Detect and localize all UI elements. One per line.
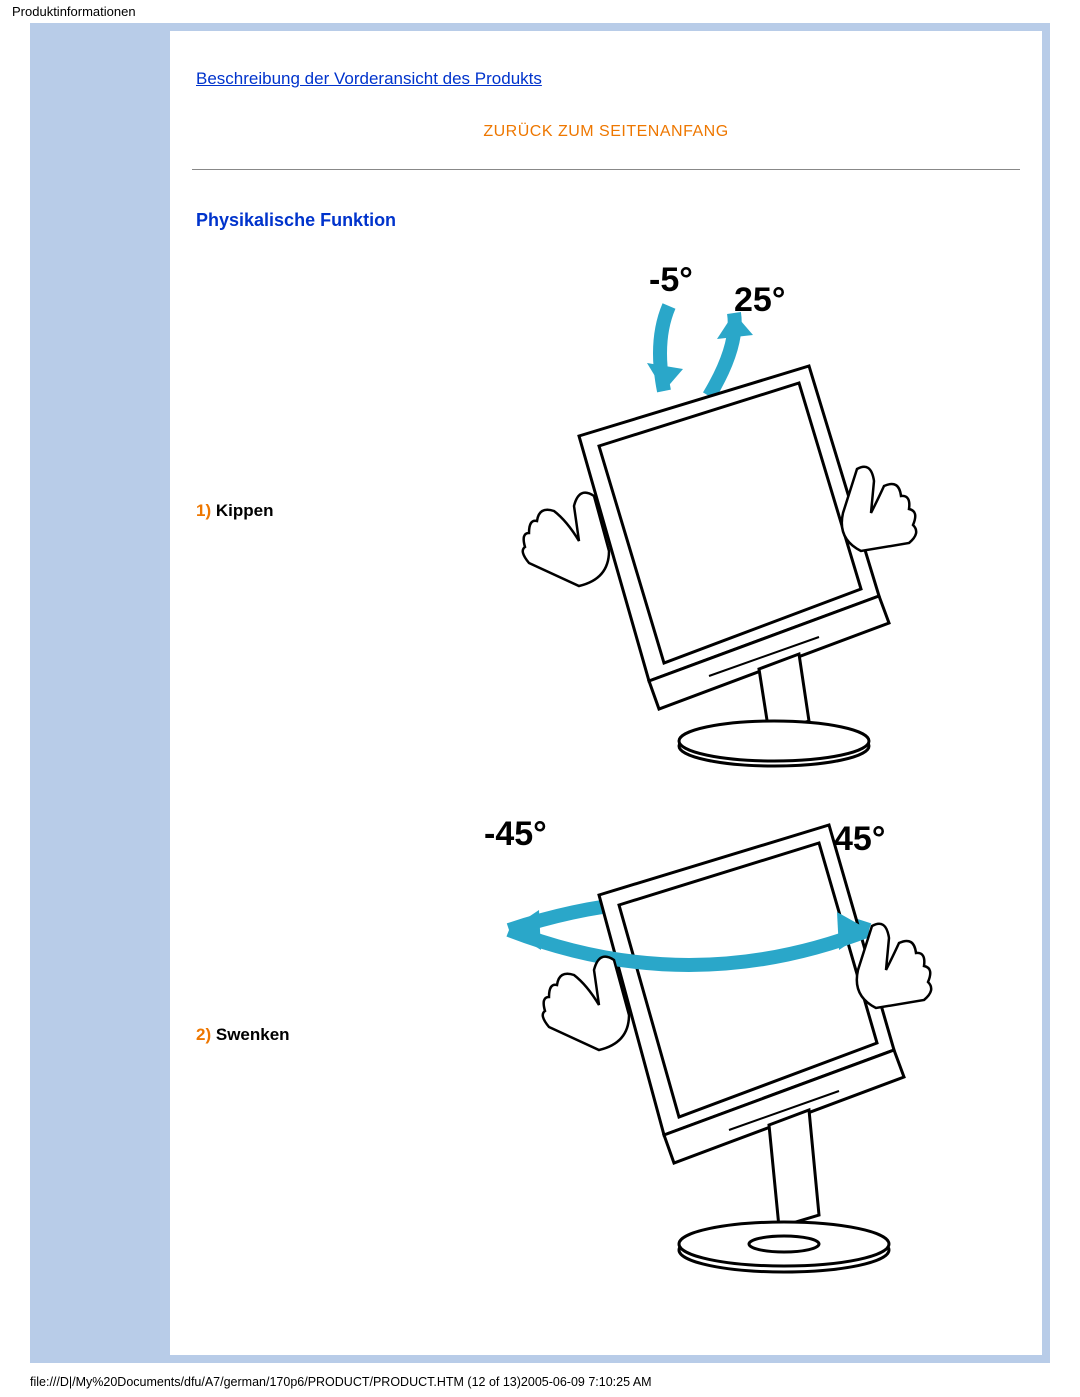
section-heading: Physikalische Funktion bbox=[188, 210, 1024, 231]
function-label-tilt: 1) Kippen bbox=[188, 501, 353, 521]
monitor-outline bbox=[579, 366, 889, 709]
tilt-angle-right: 25° bbox=[734, 281, 785, 319]
back-to-top-link[interactable]: ZURÜCK ZUM SEITENANFANG bbox=[188, 123, 1024, 141]
function-number: 1) bbox=[196, 501, 211, 520]
hand-left bbox=[522, 493, 608, 586]
tilt-diagram: -5° 25° bbox=[353, 251, 1024, 771]
function-row-swivel: 2) Swenken -45° 45° bbox=[188, 775, 1024, 1295]
front-view-link[interactable]: Beschreibung der Vorderansicht des Produ… bbox=[196, 69, 542, 88]
function-label-swivel: 2) Swenken bbox=[188, 1025, 353, 1045]
hand-right bbox=[841, 467, 915, 551]
page-frame: Beschreibung der Vorderansicht des Produ… bbox=[30, 23, 1050, 1363]
function-row-tilt: 1) Kippen -5° 25° bbox=[188, 251, 1024, 771]
content-panel: Beschreibung der Vorderansicht des Produ… bbox=[170, 31, 1042, 1355]
swivel-angle-right: 45° bbox=[834, 820, 885, 858]
function-number: 2) bbox=[196, 1025, 211, 1044]
hand-left bbox=[542, 957, 628, 1050]
swivel-angle-left: -45° bbox=[484, 815, 547, 853]
page-header-title: Produktinformationen bbox=[0, 0, 1080, 23]
footer-file-path: file:///D|/My%20Documents/dfu/A7/german/… bbox=[30, 1375, 652, 1389]
tilt-angle-left: -5° bbox=[649, 261, 693, 299]
function-name: Kippen bbox=[216, 501, 274, 520]
tilt-arrow-left bbox=[647, 306, 683, 391]
function-name: Swenken bbox=[216, 1025, 290, 1044]
section-divider bbox=[192, 169, 1020, 170]
monitor-outline bbox=[599, 825, 904, 1163]
swivel-diagram: -45° 45° bbox=[353, 775, 1024, 1295]
hand-right bbox=[856, 924, 930, 1008]
